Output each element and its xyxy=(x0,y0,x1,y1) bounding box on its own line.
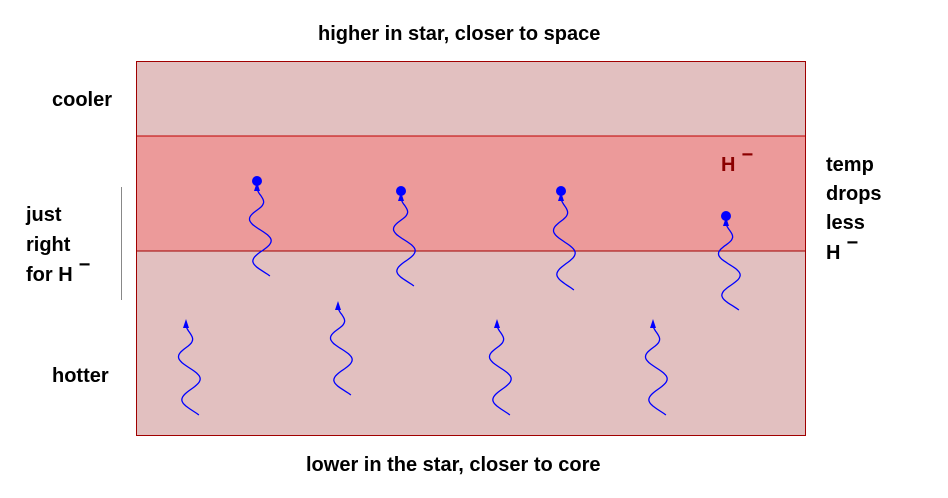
photon-wave xyxy=(177,324,201,416)
photon-wave xyxy=(644,324,668,416)
photon-wave xyxy=(392,197,416,287)
star-outline xyxy=(136,61,806,436)
h-minus-ion xyxy=(396,186,406,196)
cooler-layer xyxy=(136,61,806,136)
photon-wave xyxy=(329,306,353,396)
arrowhead-icon xyxy=(558,192,564,201)
minus-sign: − xyxy=(846,232,859,254)
top-label: higher in star, closer to space xyxy=(318,23,601,45)
for-h-label: for H − xyxy=(26,255,90,286)
hotter-layer xyxy=(136,251,806,436)
right-label: right xyxy=(26,234,71,256)
arrowhead-icon xyxy=(335,301,341,310)
h-minus-layer-label: H − xyxy=(721,145,753,176)
minus-sign: − xyxy=(78,254,91,276)
photon-wave xyxy=(248,187,272,277)
just-label: just xyxy=(26,204,62,226)
h-text: H xyxy=(826,242,841,264)
h-text: H xyxy=(721,154,736,176)
arrowhead-icon xyxy=(398,192,404,201)
minus-sign: − xyxy=(741,144,754,166)
for-h-text: for H xyxy=(26,264,73,286)
temp-label: temp xyxy=(826,154,874,176)
arrowhead-icon xyxy=(254,182,260,191)
arrowhead-icon xyxy=(183,319,189,328)
h-minus-ion xyxy=(252,176,262,186)
photon-wave xyxy=(488,324,512,416)
photon-wave xyxy=(717,222,741,311)
h-minus-ion xyxy=(556,186,566,196)
arrowhead-icon xyxy=(723,217,729,226)
less-label: less xyxy=(826,212,865,234)
arrowhead-icon xyxy=(650,319,656,328)
h-minus-ion xyxy=(721,211,731,221)
h-minus-note: H − xyxy=(826,233,858,264)
cooler-label: cooler xyxy=(52,89,113,111)
bottom-label: lower in the star, closer to core xyxy=(306,454,601,476)
drops-label: drops xyxy=(826,183,882,205)
photon-wave xyxy=(552,197,576,291)
arrowhead-icon xyxy=(494,319,500,328)
h-minus-layer xyxy=(136,136,806,251)
hotter-label: hotter xyxy=(52,365,109,387)
